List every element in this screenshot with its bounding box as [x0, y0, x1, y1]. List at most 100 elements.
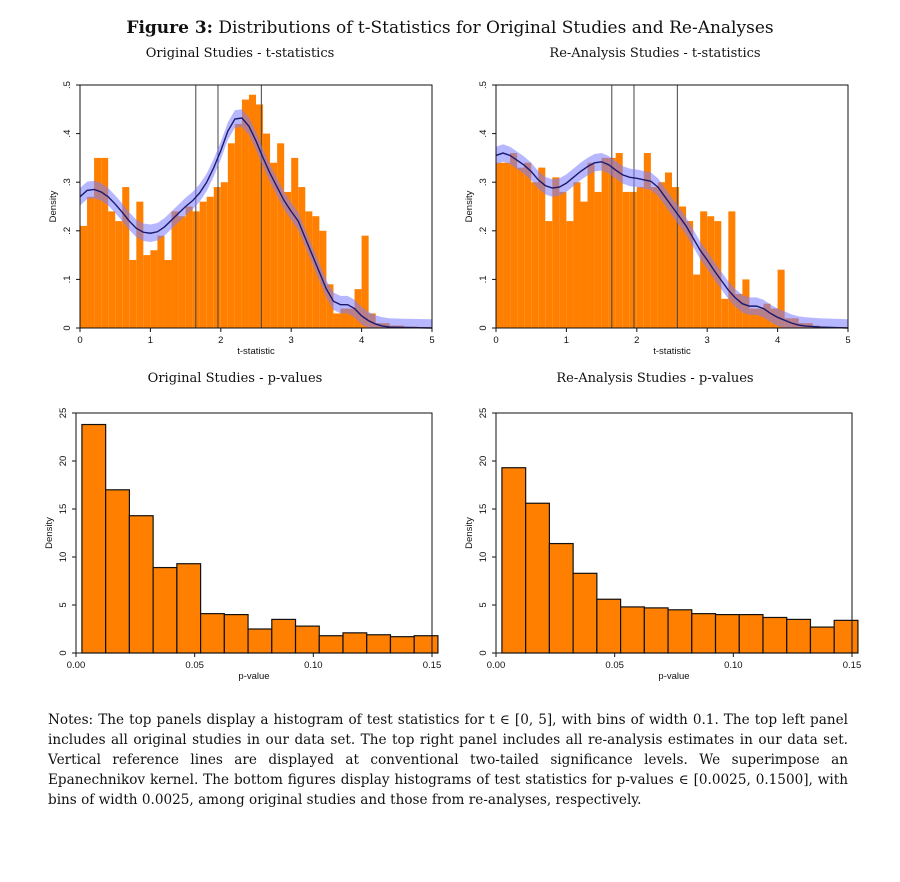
y-tick-label: .5 — [478, 81, 489, 89]
bar — [389, 636, 415, 654]
bar — [157, 235, 165, 328]
bar — [413, 635, 439, 654]
bar — [517, 167, 525, 328]
bar — [80, 225, 88, 328]
bar — [122, 187, 130, 328]
kernel-density-line — [495, 152, 849, 329]
x-tick-label: 5 — [845, 335, 850, 346]
bar — [361, 235, 369, 328]
y-tick-label: 10 — [478, 552, 489, 563]
y-tick-label: 5 — [58, 602, 69, 607]
plot-frame — [79, 84, 433, 329]
bar — [298, 187, 306, 328]
y-tick-label: 5 — [478, 602, 489, 607]
x-tick-label: 0.10 — [304, 660, 323, 671]
bar — [128, 515, 154, 654]
x-axis-label: t-statistic — [653, 346, 691, 357]
x-tick-label: 5 — [429, 335, 434, 346]
bar — [531, 182, 539, 328]
bar — [270, 162, 278, 328]
bar — [115, 221, 123, 328]
bar — [538, 167, 546, 328]
bar — [171, 211, 179, 328]
bar — [199, 201, 207, 328]
panel-title-top-right: Re-Analysis Studies - t-statistics — [549, 46, 761, 61]
y-tick-label: 25 — [58, 408, 69, 419]
bar — [548, 542, 574, 654]
x-tick-label: 0.05 — [185, 660, 204, 671]
chart-panel-tr: 0 1 2 3 4 5 0 .1 .2 .3 .4 .5 t-statistic Density — [464, 81, 851, 357]
y-tick-label: .1 — [62, 275, 73, 283]
y-axis-label: Density — [48, 190, 59, 222]
bar — [777, 269, 785, 328]
y-tick-label: .4 — [62, 130, 73, 138]
x-tick-label: 4 — [359, 335, 364, 346]
bar — [305, 211, 313, 328]
bar — [756, 308, 764, 328]
bar — [87, 196, 95, 328]
y-tick-label: .3 — [62, 178, 73, 186]
bar — [735, 293, 743, 328]
x-tick-label: 1 — [564, 335, 569, 346]
bar — [291, 157, 299, 328]
y-tick-label: 15 — [478, 504, 489, 515]
y-tick-label: 0 — [478, 650, 489, 655]
bar — [263, 133, 271, 328]
bar — [587, 162, 595, 328]
figure-title-text: Distributions of t-Statistics for Origin… — [218, 18, 774, 38]
bar — [105, 489, 130, 654]
bar — [340, 308, 348, 328]
bar — [749, 308, 757, 328]
x-axis-label: t-statistic — [237, 346, 275, 357]
panel-title-bottom-left: Original Studies - p-values — [147, 371, 323, 386]
bar — [594, 191, 602, 328]
bar — [277, 143, 285, 328]
bar — [342, 632, 368, 654]
bar — [679, 206, 687, 328]
bar — [619, 606, 645, 654]
x-tick-label: 0 — [77, 335, 82, 346]
y-axis-label: Density — [464, 517, 475, 549]
bar — [615, 153, 623, 328]
bar — [129, 259, 137, 328]
bar — [366, 634, 392, 654]
bar — [566, 221, 574, 328]
bar — [664, 172, 672, 328]
bar — [786, 618, 812, 654]
bar — [333, 313, 341, 328]
plot-frame — [495, 412, 853, 654]
bar — [714, 613, 740, 654]
bar — [94, 157, 102, 328]
bar — [234, 123, 242, 328]
bar — [809, 626, 835, 654]
bar — [271, 618, 297, 654]
x-tick-label: 0.05 — [605, 660, 624, 671]
bar — [178, 216, 186, 328]
bar — [667, 609, 693, 654]
bar — [200, 613, 225, 654]
x-tick-label: 2 — [634, 335, 639, 346]
bar — [657, 182, 665, 328]
bar — [284, 191, 292, 328]
bar — [185, 206, 193, 328]
bar — [728, 211, 736, 328]
bar — [223, 613, 249, 654]
panel-title-top-left: Original Studies - t-statistics — [145, 46, 335, 61]
x-tick-label: 0.15 — [423, 660, 442, 671]
y-axis-label: Density — [464, 190, 475, 222]
bar — [152, 566, 178, 654]
bar — [220, 182, 228, 328]
bar — [176, 563, 202, 654]
bar — [629, 191, 637, 328]
x-tick-label: 1 — [148, 335, 153, 346]
y-tick-label: 10 — [58, 552, 69, 563]
y-axis-label: Density — [44, 517, 55, 549]
y-tick-label: 20 — [58, 456, 69, 467]
x-tick-label: 0.10 — [724, 660, 743, 671]
bar — [650, 187, 658, 328]
chart-panel-br: 0.00 0.05 0.10 0.15 0 5 10 15 20 25 p-value Density — [464, 408, 861, 682]
bar — [691, 613, 717, 654]
plot-frame — [495, 84, 849, 329]
bar — [700, 211, 708, 328]
bar — [136, 201, 144, 328]
